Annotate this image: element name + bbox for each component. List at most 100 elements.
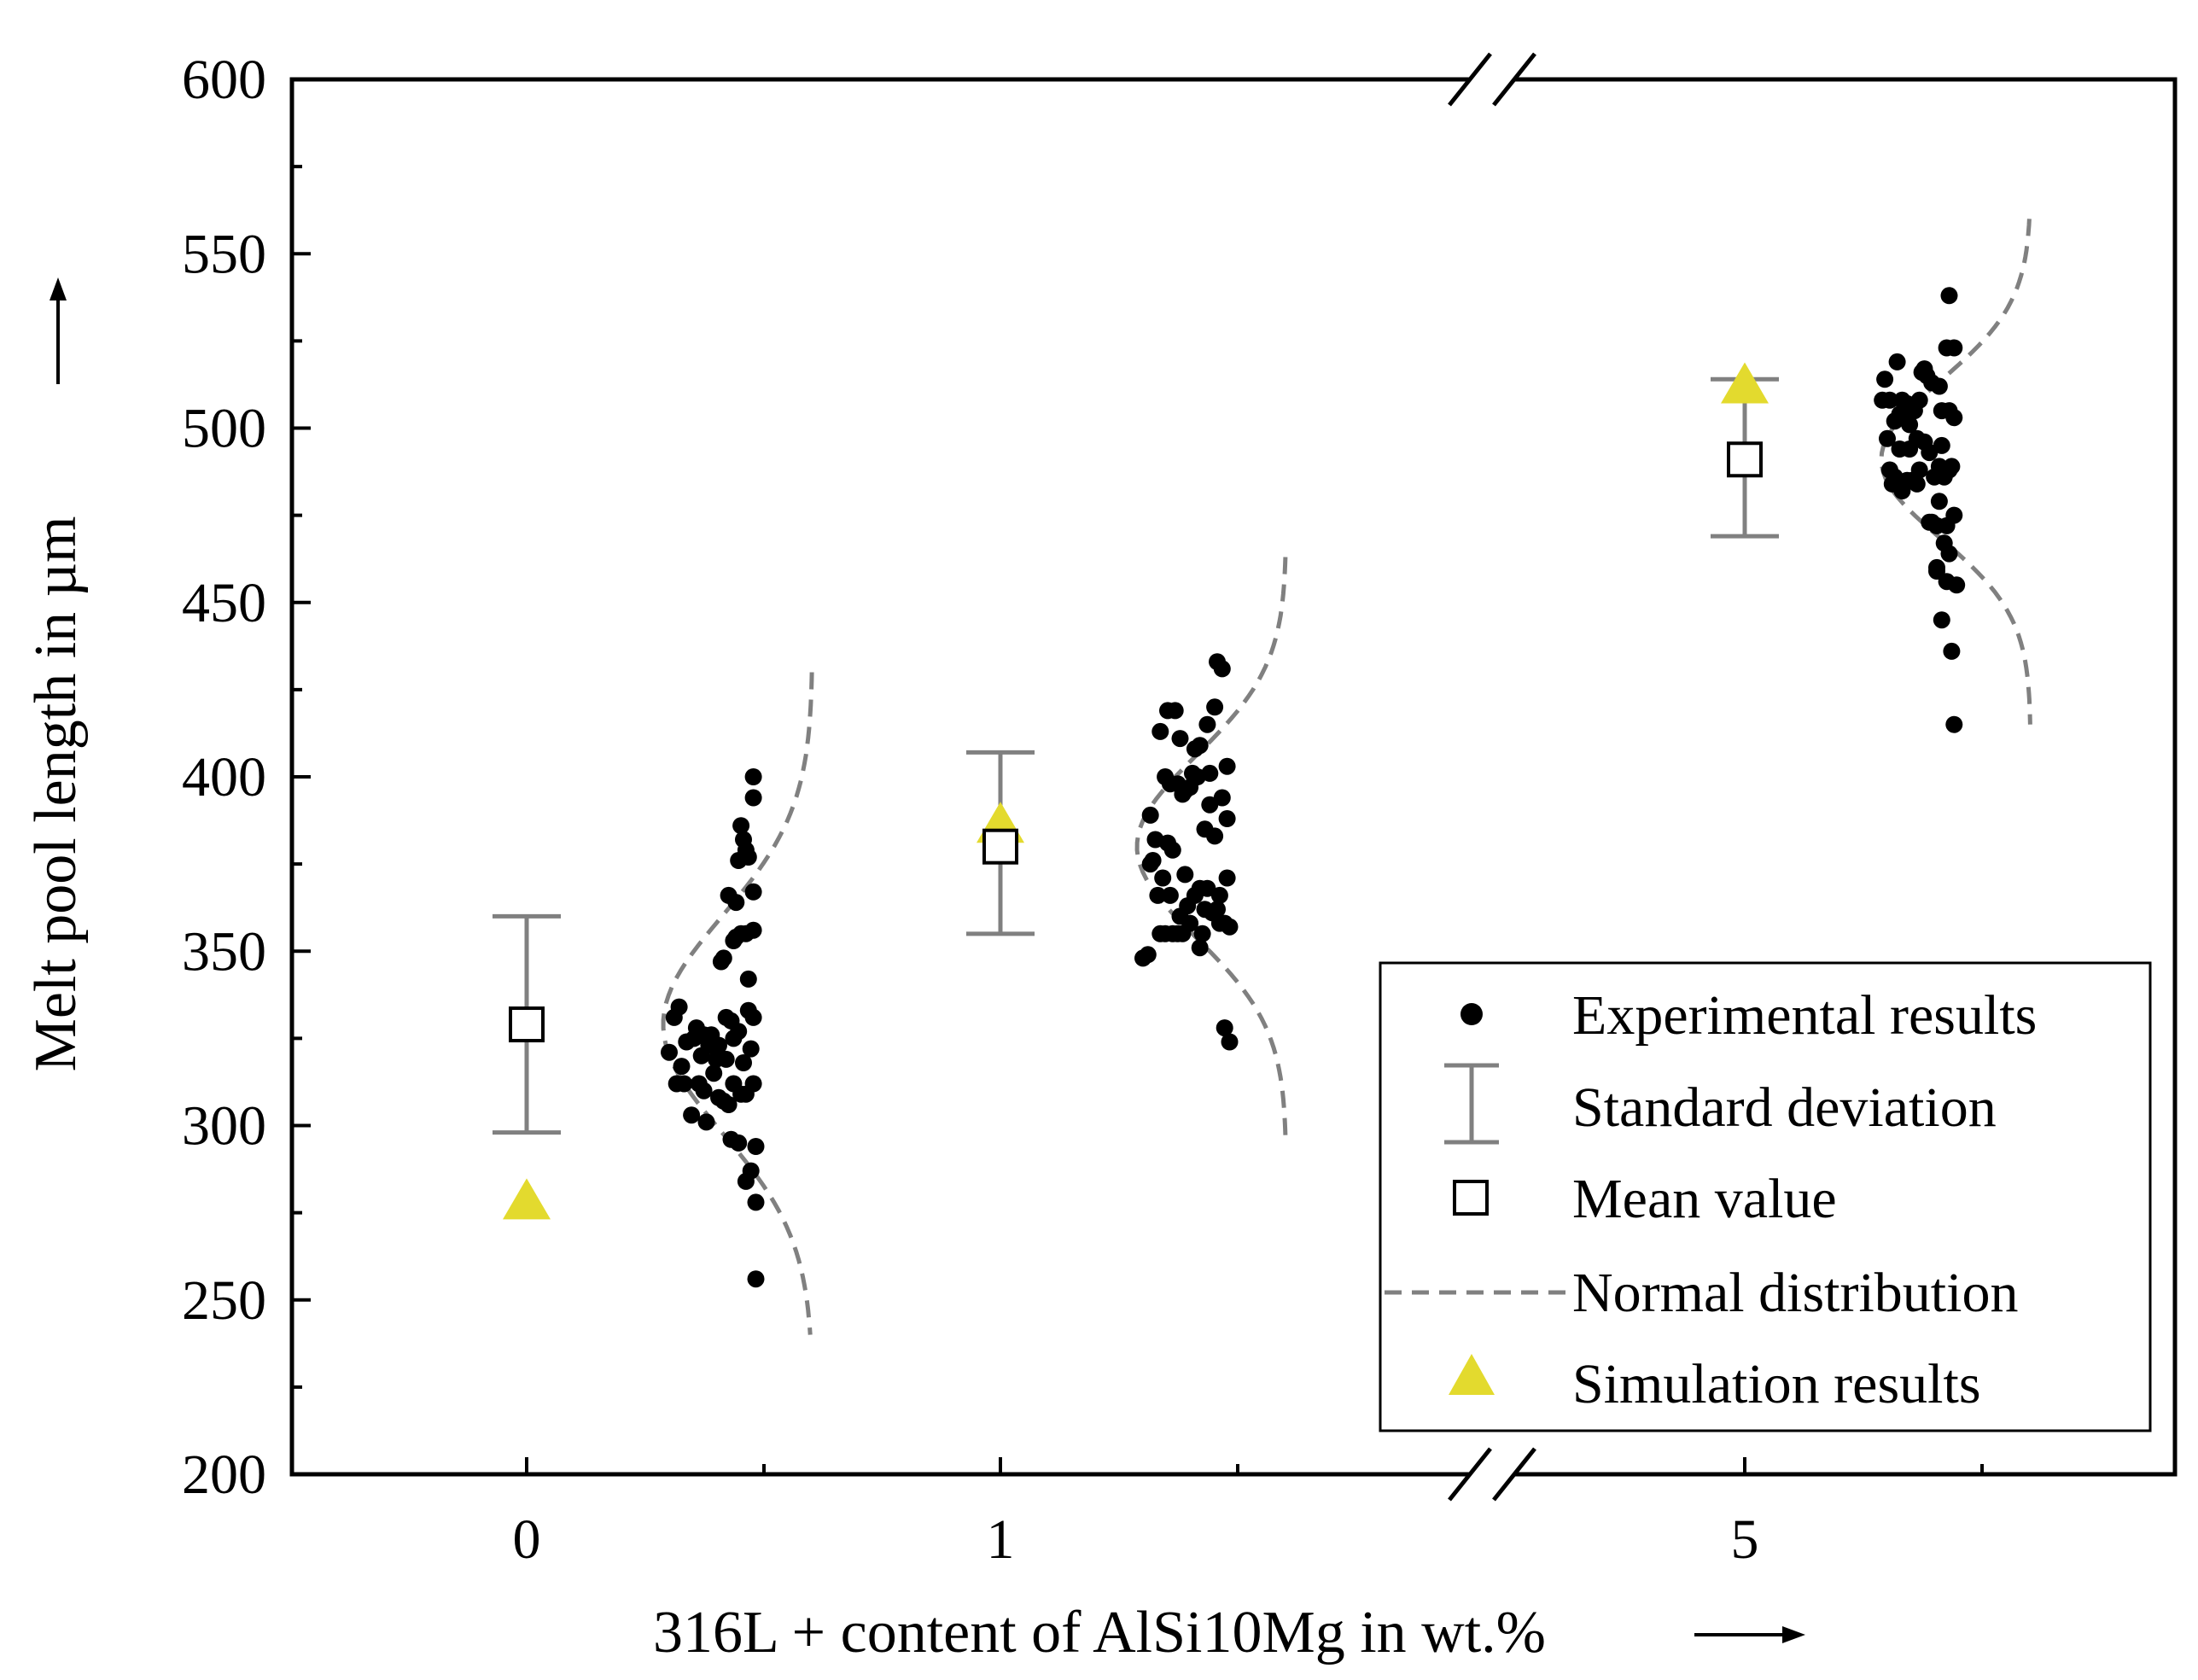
axis-break-slash [1448, 52, 1492, 107]
experimental-point [742, 1040, 760, 1058]
mean-marker [1727, 441, 1763, 478]
experimental-point [1209, 901, 1226, 919]
experimental-point [1948, 576, 1966, 594]
axis-break-slash [1448, 1447, 1492, 1502]
experimental-point [1901, 416, 1919, 434]
experimental-point [744, 1075, 762, 1093]
experimental-point [1221, 918, 1239, 936]
experimental-point [735, 1054, 752, 1071]
experimental-point [1880, 391, 1898, 409]
legend-mean-label: Mean value [1572, 1168, 1837, 1230]
y-axis-title: Melt pool length in µm [23, 516, 89, 1072]
experimental-point [1945, 715, 1963, 733]
experimental-point [1930, 493, 1948, 510]
y-axis-arrow [50, 277, 67, 384]
experimental-point [1201, 764, 1219, 782]
y-tick-label: 350 [182, 920, 266, 983]
axis-break-mark [1448, 1447, 1536, 1502]
experimental-point [1213, 660, 1231, 678]
experimental-point [1206, 698, 1224, 716]
experimental-point [1154, 869, 1172, 887]
y-tick-label: 450 [182, 572, 266, 634]
experimental-point [747, 1193, 765, 1211]
experimental-point [1943, 458, 1961, 475]
experimental-point [1198, 715, 1216, 733]
experimental-point [710, 1036, 727, 1054]
experimental-point [1940, 545, 1958, 563]
experimental-point [1933, 436, 1950, 454]
axis-break-gap [1470, 1467, 1514, 1481]
experimental-point [717, 1050, 735, 1068]
experimental-point [1193, 925, 1211, 942]
axis-break-slash [1492, 1447, 1536, 1502]
group-1 [966, 557, 1288, 1143]
group-0 [493, 672, 814, 1335]
experimental-point [1943, 642, 1961, 660]
experimental-point [744, 883, 762, 901]
plot-layer [493, 219, 2032, 1335]
experimental-point [1218, 810, 1236, 827]
tick-layer: 200 250 300 350 400 450 500 550 600 0 1 5 [182, 49, 1984, 1571]
y-tick-label: 200 [182, 1444, 266, 1506]
experimental-point [1876, 370, 1894, 388]
experimental-point [1141, 806, 1159, 824]
experimental-point [739, 849, 757, 866]
x-tick-label: 5 [1731, 1508, 1759, 1571]
experimental-point [1921, 444, 1939, 462]
experimental-point [1144, 852, 1162, 869]
experimental-point [697, 1113, 715, 1131]
experimental-point [720, 1096, 738, 1113]
experimental-point [1151, 722, 1169, 740]
experimental-point [744, 789, 762, 807]
experimental-point [1910, 461, 1928, 479]
experimental-point [1191, 939, 1209, 957]
experimental-point [1139, 946, 1157, 964]
experimental-point [1216, 1019, 1233, 1037]
experimental-point [1206, 827, 1224, 845]
experimental-point [1213, 789, 1231, 807]
legend-mean-marker [1453, 1180, 1489, 1216]
experimental-point [739, 970, 757, 988]
experimental-point [705, 1065, 723, 1082]
experimental-point [744, 921, 762, 939]
experimental-point [744, 1008, 762, 1026]
experimental-point [670, 998, 688, 1016]
experimental-point [1149, 886, 1167, 904]
x-axis-title: 316L + content of AlSi10Mg in wt.% [653, 1600, 1546, 1665]
y-tick-label: 550 [182, 223, 266, 285]
experimental-point [675, 1075, 693, 1093]
experimental-point [730, 1134, 748, 1152]
x-axis-arrow [1694, 1626, 1805, 1643]
experimental-point [1198, 879, 1216, 897]
experimental-point [744, 768, 762, 785]
experimental-point [1210, 886, 1228, 904]
axis-break-mark [1448, 52, 1536, 107]
axis-break-slash [1492, 52, 1536, 107]
experimental-point [1945, 409, 1963, 427]
experimental-point [1163, 841, 1181, 859]
experimental-point [732, 817, 750, 835]
experimental-point [661, 1043, 678, 1061]
normal-distribution-curve [661, 672, 814, 1335]
legend-experimental-marker [1460, 1003, 1483, 1025]
legend-std-label: Standard deviation [1572, 1076, 1997, 1139]
legend-normal-label: Normal distribution [1572, 1262, 2018, 1324]
y-tick-label: 300 [182, 1095, 266, 1158]
legend-box [1379, 961, 2152, 1432]
experimental-point [1888, 353, 1906, 370]
experimental-point [742, 1162, 760, 1180]
experimental-point [1879, 429, 1896, 447]
simulation-marker [503, 1178, 551, 1220]
experimental-point [714, 949, 732, 967]
experimental-point [730, 1023, 748, 1041]
experimental-point [1176, 866, 1194, 884]
axis-break-gap [1470, 73, 1514, 86]
experimental-point [747, 1138, 765, 1155]
experimental-point [1945, 339, 1963, 357]
experimental-point [1930, 377, 1948, 395]
experimental-point [1171, 730, 1189, 748]
experimental-point [1218, 757, 1236, 775]
mean-marker [509, 1006, 545, 1043]
experimental-point [1191, 737, 1209, 755]
